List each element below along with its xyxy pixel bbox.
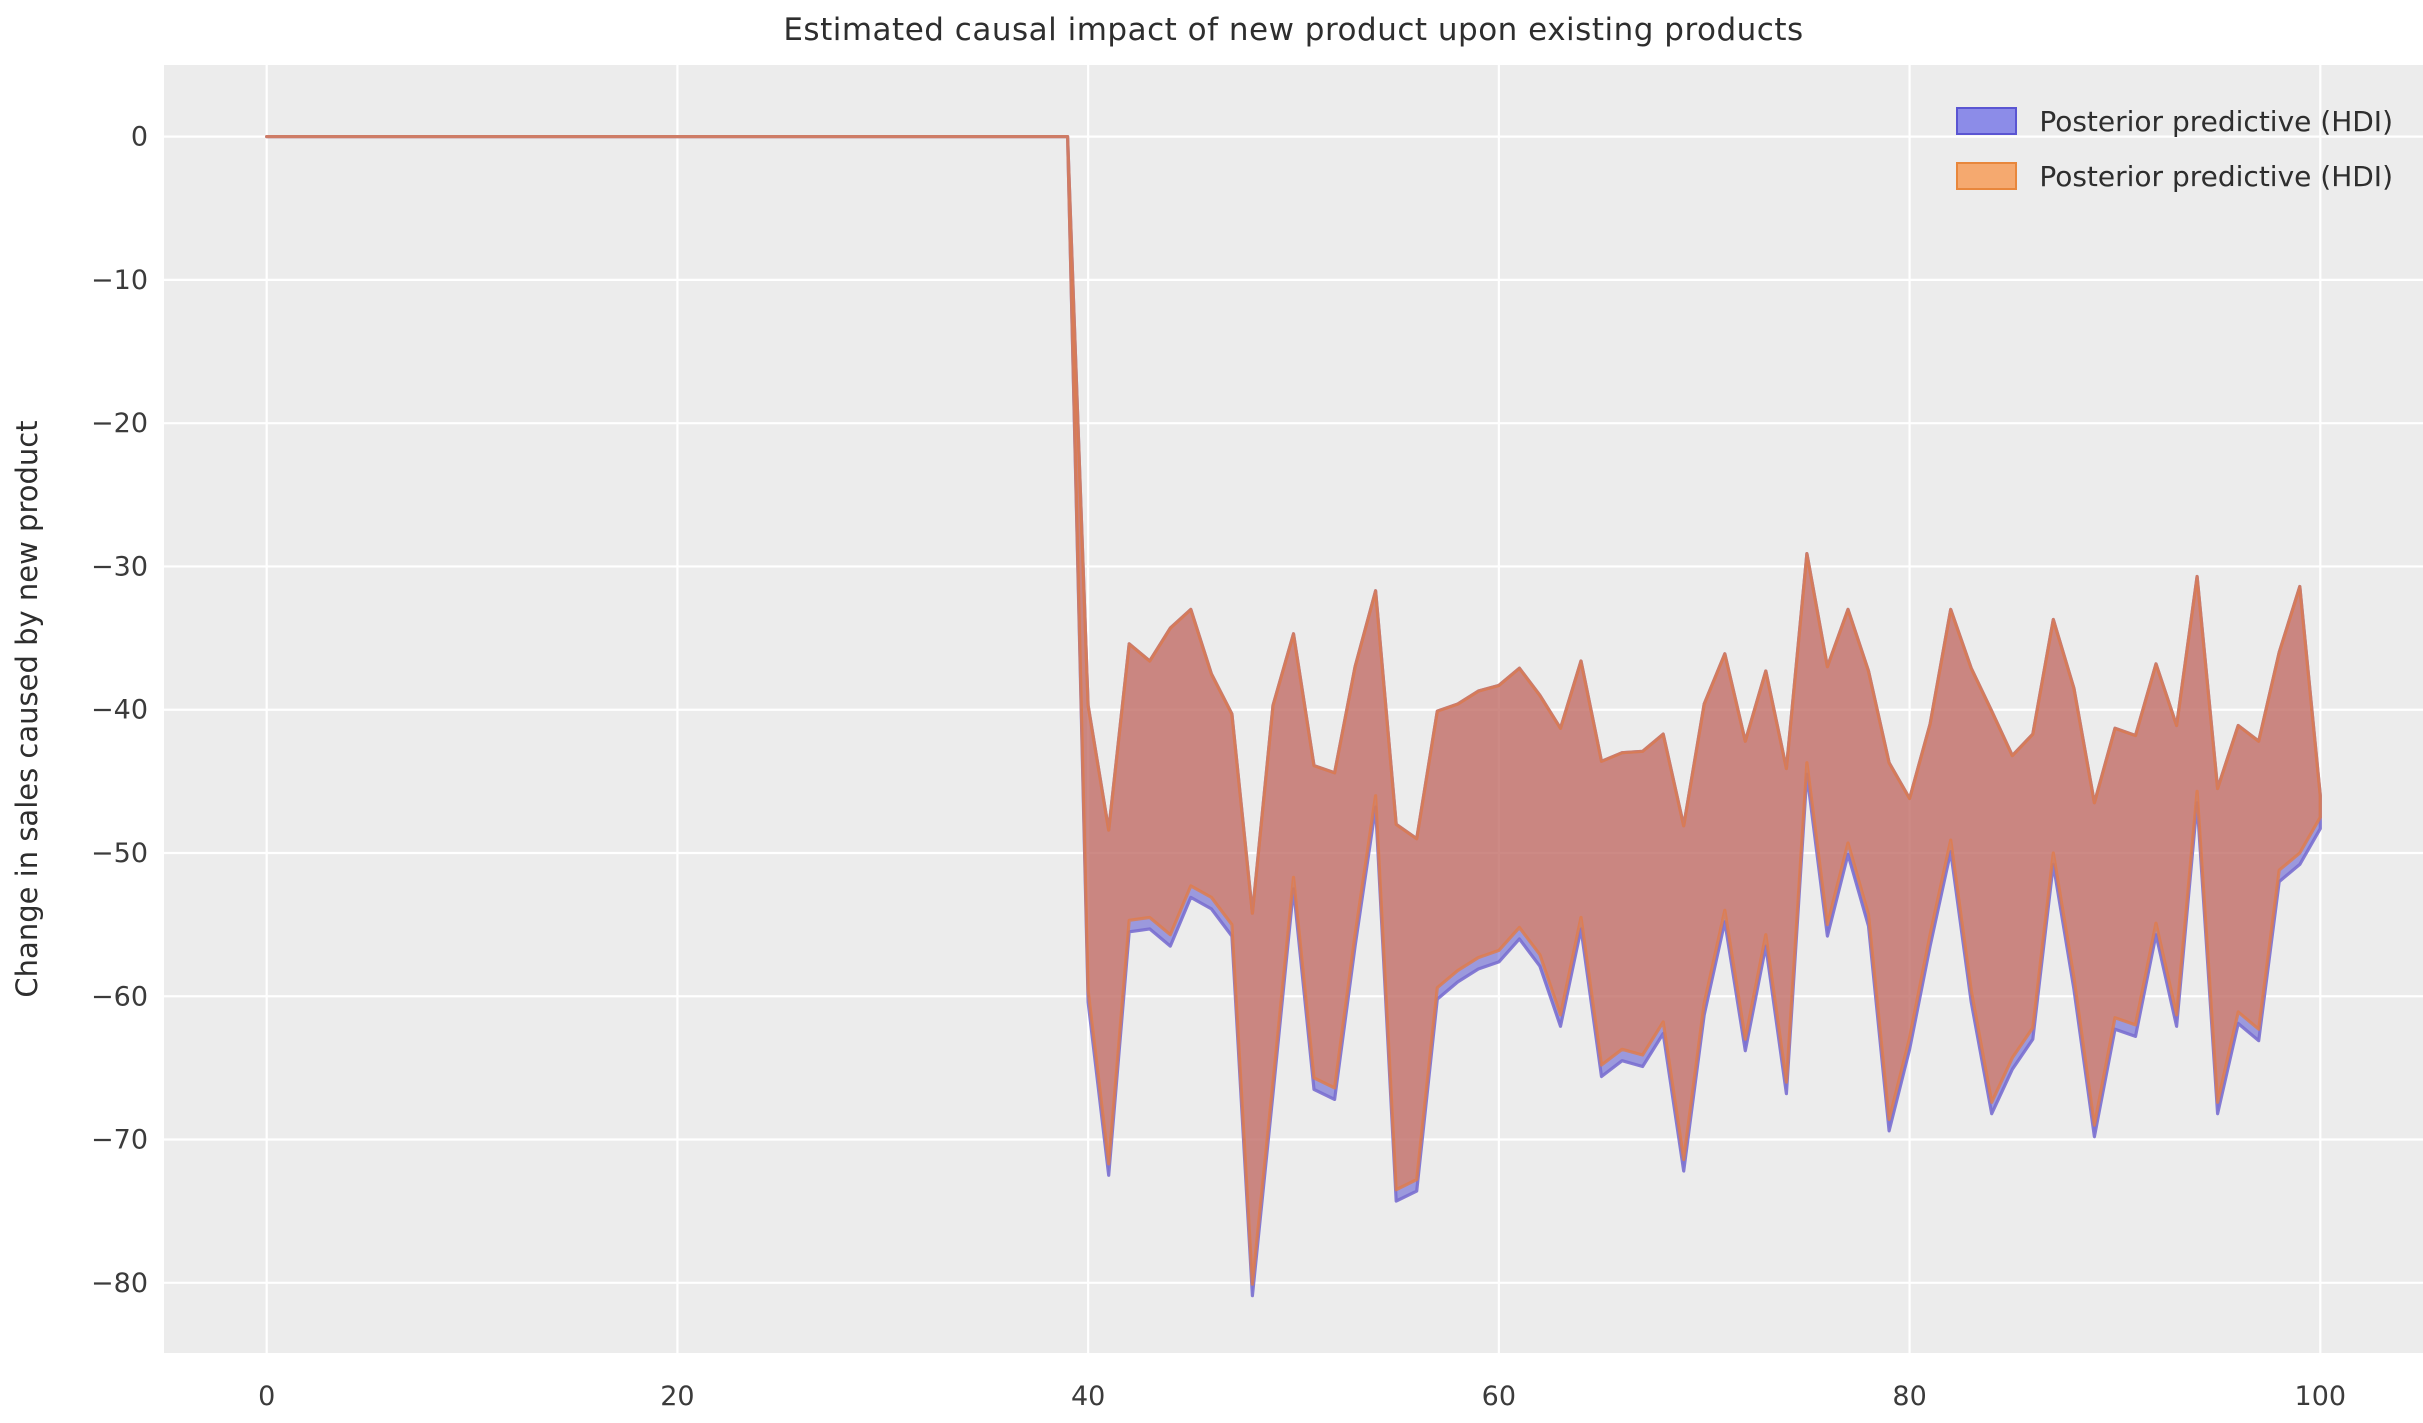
legend-label: Posterior predictive (HDI) xyxy=(2039,159,2393,193)
y-tick-label: −60 xyxy=(91,981,148,1012)
x-tick-label: 40 xyxy=(1071,1381,1105,1412)
legend-swatch-blue xyxy=(1956,107,2018,135)
x-tick-label: 100 xyxy=(2295,1381,2347,1412)
hdi-band-orange xyxy=(265,135,2322,1286)
y-tick-label: −20 xyxy=(91,408,148,439)
x-tick-label: 0 xyxy=(258,1381,275,1412)
chart-title: Estimated causal impact of new product u… xyxy=(783,12,1804,48)
y-tick-label: −30 xyxy=(91,551,148,582)
legend-label: Posterior predictive (HDI) xyxy=(2039,104,2393,138)
x-tick-label: 80 xyxy=(1892,1381,1926,1412)
y-tick-label: −50 xyxy=(91,838,148,869)
y-tick-label: 0 xyxy=(131,122,148,153)
legend-swatch-orange xyxy=(1956,162,2018,190)
x-tick-label: 20 xyxy=(660,1381,694,1412)
x-tick-label: 60 xyxy=(1482,1381,1516,1412)
y-tick-label: −70 xyxy=(91,1125,148,1156)
y-tick-label: −40 xyxy=(91,695,148,726)
legend-entry-posterior-orange: Posterior predictive (HDI) xyxy=(1956,159,2393,193)
y-tick-label: −10 xyxy=(91,265,148,296)
legend-entry-posterior-blue: Posterior predictive (HDI) xyxy=(1956,104,2393,138)
legend: Posterior predictive (HDI) Posterior pre… xyxy=(1956,104,2393,216)
y-tick-label: −80 xyxy=(91,1268,148,1299)
y-axis-label: Change in sales caused by new product xyxy=(10,420,44,998)
